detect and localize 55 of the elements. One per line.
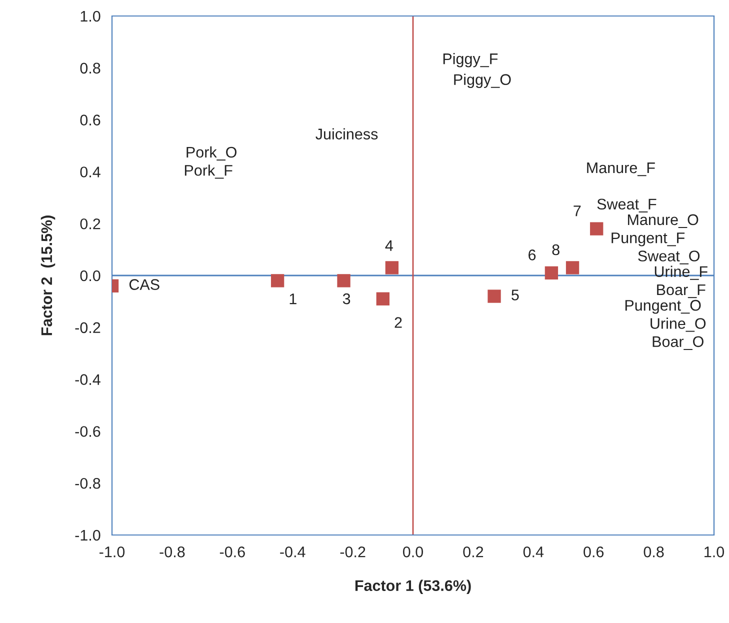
point [566, 261, 580, 274]
annotation: 2 [394, 317, 402, 328]
point [385, 261, 399, 274]
annotation: Piggy_O [454, 74, 511, 88]
annotation: Urine_O [650, 318, 706, 332]
annotation: 1 [290, 294, 296, 304]
annotation: Sweat_O [638, 250, 700, 264]
point [488, 290, 501, 303]
x-tick-label: -1.0 [100, 546, 125, 558]
annotation: 3 [342, 293, 350, 304]
x-tick-label: -0.6 [220, 546, 245, 558]
annotation: Boar_O [652, 336, 704, 350]
y-tick-label: 0.8 [80, 62, 100, 74]
x-tick-label: -0.2 [340, 546, 366, 558]
annotation: 8 [552, 244, 560, 256]
point [376, 292, 390, 306]
y-tick-label: 0.0 [80, 270, 100, 282]
y-tick-label: 0.2 [80, 218, 100, 230]
point [590, 222, 604, 236]
annotation: 4 [385, 240, 393, 251]
point [270, 274, 284, 288]
y-tick-label: -0.4 [75, 374, 100, 385]
x-tick-label: -0.8 [160, 546, 185, 558]
y-tick-label: -0.6 [75, 426, 100, 437]
annotation: Manure_O [628, 214, 698, 228]
annotation: Manure_F [587, 162, 655, 176]
y-tick-label: 0.6 [80, 114, 100, 126]
annotation: 6 [528, 250, 536, 260]
annotation: Juiciness [316, 128, 378, 140]
annotation: Pungent_F [612, 232, 685, 246]
y-tick-label: 1.0 [80, 10, 100, 22]
annotation: Pork_F [184, 164, 232, 179]
y-axis-title: Factor 2 (15.5%) [40, 216, 56, 336]
x-tick-label: -0.4 [280, 546, 306, 558]
y-tick-label: 0.4 [80, 166, 100, 178]
annotation: CAS [129, 279, 160, 290]
annotation: Sweat_F [597, 198, 656, 212]
x-tick-label: 0.4 [523, 546, 544, 558]
point [337, 274, 350, 288]
x-axis-title: Factor 1 (53.6%) [355, 580, 471, 594]
annotation: Pork_O [186, 146, 236, 161]
annotation: 5 [512, 290, 519, 300]
annotation: Boar_F [657, 284, 706, 298]
x-tick-label: 0.8 [644, 546, 664, 558]
x-tick-label: 1.0 [704, 546, 724, 558]
x-tick-label: 0.2 [463, 546, 484, 558]
annotation: 7 [574, 206, 581, 216]
annotation: Pungent_O [625, 300, 701, 314]
y-tick-label: -0.2 [75, 322, 100, 334]
y-tick-label: -1.0 [75, 530, 100, 541]
annotation: Piggy_F [443, 52, 498, 68]
x-tick-label: 0.0 [402, 546, 424, 558]
x-tick-label: 0.6 [584, 546, 604, 558]
point [544, 266, 558, 280]
y-tick-label: -0.8 [75, 478, 100, 489]
